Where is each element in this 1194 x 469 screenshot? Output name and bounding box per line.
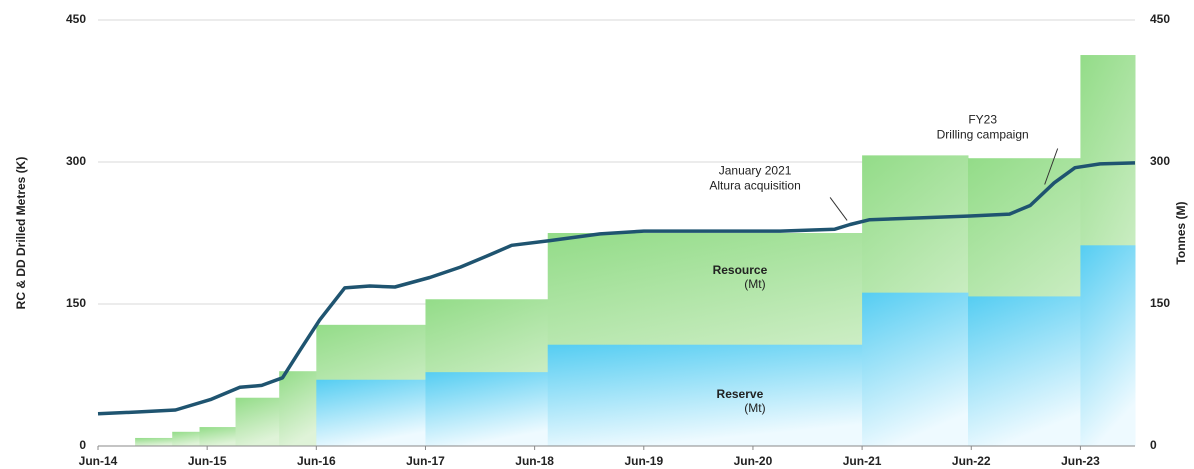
y-tick-label: 450 — [66, 12, 86, 26]
step-bar — [279, 371, 317, 446]
y-tick-label: 0 — [79, 438, 86, 452]
annotation-leader — [1044, 148, 1059, 185]
x-tick-label: Jun-19 — [624, 454, 663, 468]
series-sublabel: (Mt) — [744, 277, 765, 291]
y2-tick-label: 0 — [1150, 438, 1157, 452]
y2-tick-label: 300 — [1150, 154, 1170, 168]
step-bar — [316, 379, 426, 446]
series-sublabel: (Mt) — [744, 401, 765, 415]
line — [97, 161, 1136, 416]
annotation-leader — [829, 197, 848, 221]
y2-tick-label: 150 — [1150, 296, 1170, 310]
x-tick-label: Jun-14 — [79, 454, 118, 468]
step-bar — [862, 292, 969, 446]
y-tick-label: 300 — [66, 154, 86, 168]
annotation-text: Altura acquisition — [709, 179, 800, 193]
step-bar — [199, 427, 237, 446]
y-axis-label: RC & DD Drilled Metres (K) — [14, 157, 28, 310]
step-bar — [235, 397, 280, 446]
step-bar — [425, 372, 549, 446]
step-bar — [547, 344, 863, 446]
annotation-text: January 2021 — [719, 164, 792, 178]
annotation-text: FY23 — [968, 113, 997, 127]
x-tick-label: Jun-16 — [297, 454, 336, 468]
series-label: Resource — [713, 263, 768, 277]
step-bar — [135, 437, 173, 446]
y2-axis-label: Tonnes (M) — [1174, 201, 1188, 264]
x-tick-label: Jun-20 — [734, 454, 773, 468]
x-tick-label: Jun-23 — [1061, 454, 1100, 468]
y-tick-label: 150 — [66, 296, 86, 310]
annotation-text: Drilling campaign — [937, 128, 1029, 142]
x-tick-label: Jun-17 — [406, 454, 445, 468]
x-tick-label: Jun-18 — [515, 454, 554, 468]
y2-tick-label: 450 — [1150, 12, 1170, 26]
step-bar — [967, 296, 1081, 446]
x-tick-label: Jun-21 — [843, 454, 882, 468]
x-tick-label: Jun-15 — [188, 454, 227, 468]
series-label: Reserve — [717, 387, 764, 401]
step-bar — [1080, 245, 1136, 446]
step-bar — [172, 431, 201, 446]
x-tick-label: Jun-22 — [952, 454, 991, 468]
